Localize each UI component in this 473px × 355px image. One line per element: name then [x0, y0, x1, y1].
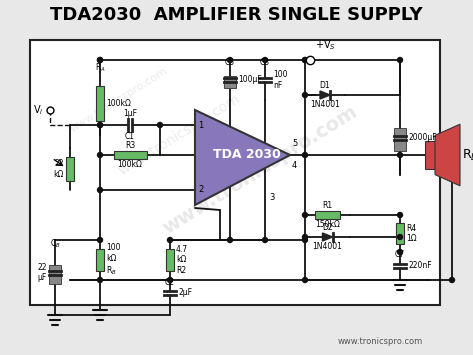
Bar	[96, 249, 104, 271]
Text: R1: R1	[323, 201, 333, 210]
Text: www.tronicspro.com: www.tronicspro.com	[116, 92, 243, 178]
Circle shape	[97, 58, 103, 62]
Circle shape	[97, 278, 103, 283]
Circle shape	[263, 58, 268, 62]
Circle shape	[397, 235, 403, 240]
Polygon shape	[195, 110, 290, 205]
Circle shape	[97, 153, 103, 158]
Circle shape	[97, 58, 103, 62]
Text: 1μF: 1μF	[123, 109, 137, 118]
Text: 100kΩ: 100kΩ	[118, 160, 142, 169]
Text: 1N4001: 1N4001	[310, 100, 340, 109]
Circle shape	[263, 237, 268, 242]
Circle shape	[303, 278, 307, 283]
Text: C2: C2	[165, 278, 175, 287]
Text: 22
μF: 22 μF	[37, 263, 47, 282]
Text: www.tronicspro.com: www.tronicspro.com	[337, 338, 422, 346]
Bar	[394, 128, 406, 151]
Circle shape	[303, 93, 307, 98]
Text: R$_L$: R$_L$	[462, 147, 473, 163]
Text: 4: 4	[292, 160, 297, 169]
Text: C3: C3	[260, 58, 270, 67]
Circle shape	[397, 153, 403, 158]
Polygon shape	[323, 233, 333, 241]
Circle shape	[97, 122, 103, 127]
Text: 100μF: 100μF	[238, 76, 262, 84]
Polygon shape	[435, 124, 460, 186]
Text: 22
kΩ: 22 kΩ	[53, 159, 64, 179]
Text: 220nF: 220nF	[408, 262, 432, 271]
Bar	[49, 265, 61, 284]
Circle shape	[303, 235, 307, 240]
Bar	[396, 223, 404, 244]
Circle shape	[303, 237, 307, 242]
Text: TDA2030  AMPLIFIER SINGLE SUPPLY: TDA2030 AMPLIFIER SINGLE SUPPLY	[50, 6, 423, 24]
Text: 2: 2	[198, 186, 203, 195]
Circle shape	[449, 278, 455, 283]
Circle shape	[228, 237, 233, 242]
Text: 1: 1	[198, 120, 203, 130]
Text: 1N4001: 1N4001	[313, 242, 342, 251]
Text: 100
kΩ
R$_B$: 100 kΩ R$_B$	[106, 243, 121, 277]
Bar	[224, 76, 236, 88]
Text: 2000μF: 2000μF	[408, 133, 437, 142]
Circle shape	[397, 58, 403, 62]
Text: D2: D2	[322, 223, 333, 232]
Circle shape	[397, 213, 403, 218]
FancyBboxPatch shape	[30, 40, 440, 305]
Text: V$_i$: V$_i$	[33, 103, 44, 117]
Bar	[166, 249, 174, 271]
Circle shape	[97, 237, 103, 242]
Bar	[425, 141, 435, 169]
Circle shape	[303, 58, 307, 62]
Circle shape	[97, 122, 103, 127]
Text: R4
1Ω: R4 1Ω	[406, 224, 417, 243]
Text: 100
nF: 100 nF	[273, 70, 288, 90]
Text: R3: R3	[125, 141, 135, 150]
Circle shape	[228, 58, 233, 62]
Text: C1: C1	[125, 132, 135, 141]
Text: R$_A$: R$_A$	[95, 61, 105, 74]
Text: www.tronicspro.com: www.tronicspro.com	[159, 103, 361, 238]
Text: 100kΩ: 100kΩ	[106, 99, 131, 108]
Text: +V$_S$: +V$_S$	[315, 38, 336, 52]
Circle shape	[158, 122, 163, 127]
Bar	[96, 86, 104, 121]
Circle shape	[167, 278, 173, 283]
Text: C5: C5	[225, 58, 235, 67]
Circle shape	[303, 213, 307, 218]
Circle shape	[167, 237, 173, 242]
Text: 150kΩ: 150kΩ	[315, 220, 340, 229]
Circle shape	[397, 250, 403, 255]
Text: TDA 2030: TDA 2030	[213, 148, 280, 162]
Text: www.tronicspro.com: www.tronicspro.com	[68, 65, 169, 133]
Bar	[315, 211, 340, 219]
Text: D1: D1	[320, 81, 330, 90]
Text: C7: C7	[395, 250, 405, 259]
Bar	[114, 151, 147, 159]
Polygon shape	[320, 91, 330, 99]
Circle shape	[97, 187, 103, 192]
Text: C$_B$: C$_B$	[50, 238, 61, 251]
Text: 5: 5	[292, 138, 297, 147]
Text: 4.7
kΩ
R2: 4.7 kΩ R2	[176, 245, 188, 275]
Bar	[66, 158, 74, 181]
Text: 2μF: 2μF	[178, 288, 192, 297]
Circle shape	[303, 58, 307, 62]
Text: 3: 3	[269, 193, 275, 202]
Circle shape	[303, 153, 307, 158]
